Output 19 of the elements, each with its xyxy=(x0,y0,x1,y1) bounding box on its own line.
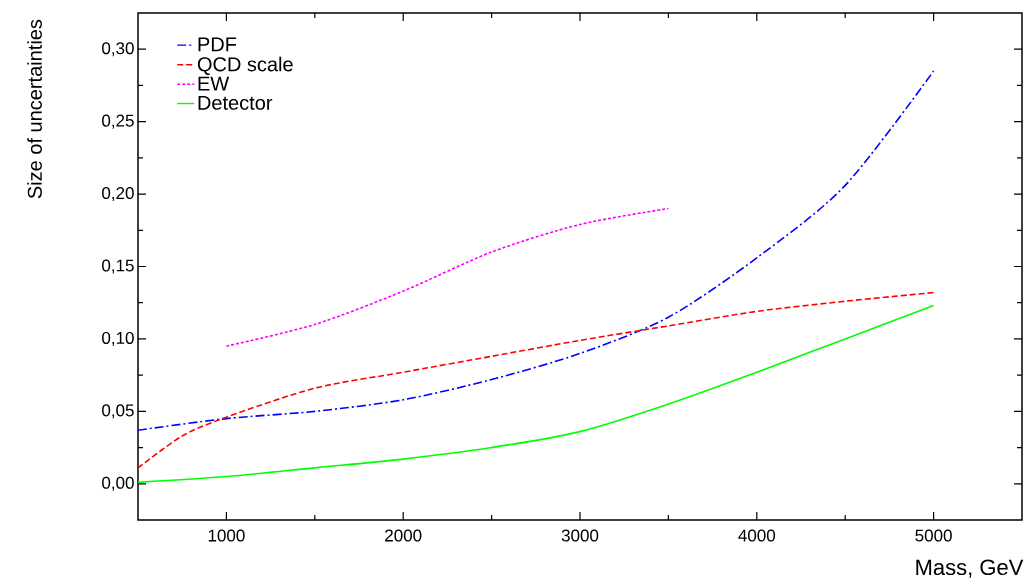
x-tick-label: 2000 xyxy=(385,529,422,542)
y-tick-label: 0,25 xyxy=(102,114,134,129)
y-tick-label: 0,05 xyxy=(102,404,134,419)
legend-label: EW xyxy=(198,76,230,91)
y-tick-label: 0,15 xyxy=(102,259,134,274)
x-tick-label: 4000 xyxy=(738,529,776,542)
x-tick-label: 3000 xyxy=(561,529,599,542)
line-series xyxy=(225,207,670,347)
y-tick-label: 0,10 xyxy=(102,331,134,346)
legend-label: PDF xyxy=(198,37,237,52)
y-tick-label: 0,20 xyxy=(102,187,134,202)
y-axis-title: Size of uncertainties xyxy=(27,19,42,199)
y-tick-label: 0,30 xyxy=(102,42,134,57)
x-axis-title: Mass, GeV xyxy=(916,559,1024,578)
x-tick-label: 5000 xyxy=(915,529,952,542)
x-tick-label: 1000 xyxy=(208,529,245,542)
legend-label: QCD scale xyxy=(197,56,293,75)
y-tick-label: 0,00 xyxy=(102,476,134,491)
legend-label: Detector xyxy=(198,95,273,110)
